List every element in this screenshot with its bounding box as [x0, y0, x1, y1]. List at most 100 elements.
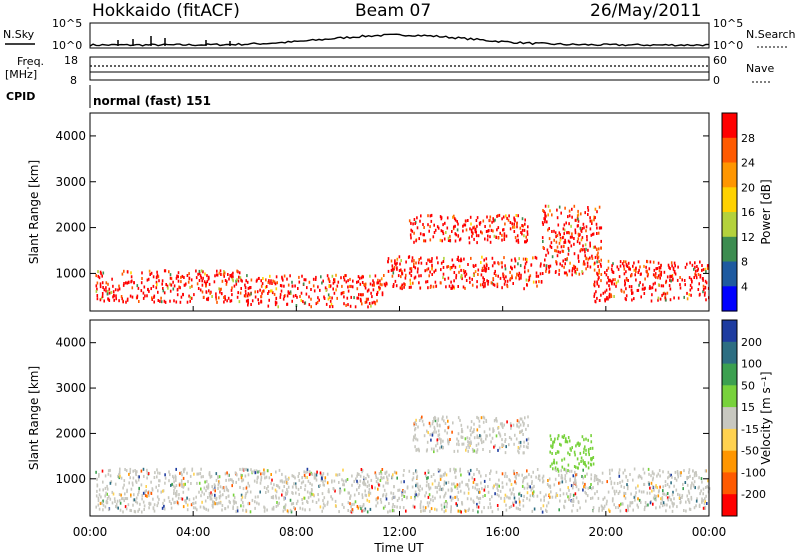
heatmap-cell	[140, 281, 143, 285]
heatmap-cell	[574, 228, 577, 232]
heatmap-cell	[678, 493, 681, 497]
heatmap-cell	[277, 305, 279, 309]
heatmap-cell	[539, 491, 542, 495]
heatmap-cell	[256, 290, 259, 294]
heatmap-cell	[676, 470, 679, 473]
heatmap-cell	[408, 219, 411, 223]
station-title: Hokkaido (fitACF)	[92, 1, 240, 21]
heatmap-cell	[332, 281, 335, 285]
heatmap-cell	[291, 280, 293, 284]
heatmap-cell	[433, 416, 435, 420]
heatmap-cell	[356, 472, 359, 476]
heatmap-cell	[360, 468, 363, 471]
heatmap-cell	[436, 449, 439, 453]
heatmap-cell	[520, 276, 522, 280]
heatmap-cell	[150, 480, 152, 484]
heatmap-cell	[684, 265, 687, 269]
colorbar-segment	[722, 341, 737, 365]
heatmap-cell	[133, 493, 135, 497]
heatmap-cell	[428, 485, 430, 489]
heatmap-cell	[221, 504, 224, 507]
heatmap-cell	[206, 280, 209, 284]
heatmap-cell	[447, 426, 450, 430]
heatmap-cell	[500, 496, 502, 500]
heatmap-cell	[302, 282, 305, 286]
heatmap-cell	[247, 298, 249, 302]
heatmap-cell	[346, 296, 349, 300]
heatmap-cell	[365, 297, 368, 301]
heatmap-cell	[185, 499, 187, 503]
heatmap-cell	[378, 472, 381, 475]
heatmap-cell	[600, 258, 602, 262]
heatmap-cell	[423, 239, 425, 243]
heatmap-cell	[400, 275, 402, 279]
heatmap-cell	[629, 267, 631, 271]
heatmap-cell	[431, 263, 433, 267]
heatmap-cell	[356, 474, 358, 478]
heatmap-cell	[475, 443, 478, 447]
heatmap-cell	[649, 491, 651, 495]
heatmap-cell	[415, 422, 417, 426]
heatmap-cell	[223, 296, 225, 299]
heatmap-cell	[526, 496, 528, 500]
heatmap-cell	[225, 282, 228, 286]
heatmap-cell	[656, 474, 658, 478]
heatmap-cell	[583, 226, 585, 230]
heatmap-cell	[345, 479, 347, 483]
heatmap-cell	[470, 222, 472, 226]
heatmap-cell	[309, 494, 312, 498]
heatmap-cell	[262, 277, 264, 280]
heatmap-cell	[490, 228, 493, 232]
heatmap-cell	[545, 267, 548, 271]
heatmap-cell	[557, 467, 559, 471]
heatmap-cell	[456, 220, 458, 224]
heatmap-cell	[581, 227, 584, 230]
heatmap-cell	[413, 497, 416, 501]
heatmap-cell	[543, 210, 545, 214]
heatmap-cell	[455, 484, 458, 488]
heatmap-cell	[434, 479, 436, 483]
heatmap-cell	[379, 279, 381, 283]
heatmap-cell	[392, 268, 394, 272]
heatmap-cell	[666, 492, 669, 495]
heatmap-cell	[343, 275, 345, 279]
heatmap-cell	[98, 473, 100, 477]
heatmap-cell	[224, 297, 226, 301]
heatmap-cell	[418, 258, 420, 261]
heatmap-cell	[248, 502, 251, 506]
heatmap-cell	[501, 438, 503, 442]
heatmap-cell	[625, 287, 627, 291]
heatmap-cell	[129, 467, 132, 471]
heatmap-cell	[301, 501, 304, 505]
heatmap-cell	[245, 467, 247, 471]
heatmap-cell	[208, 282, 211, 286]
heatmap-cell	[567, 469, 569, 472]
heatmap-cell	[691, 286, 693, 290]
heatmap-cell	[143, 491, 146, 495]
x-tick-label: 20:00	[589, 525, 624, 539]
heatmap-cell	[584, 482, 586, 486]
heatmap-cell	[99, 298, 102, 302]
heatmap-cell	[639, 281, 641, 285]
heatmap-cell	[109, 481, 112, 485]
heatmap-cell	[417, 485, 419, 489]
heatmap-cell	[114, 288, 117, 292]
heatmap-cell	[235, 282, 238, 286]
heatmap-cell	[479, 496, 482, 500]
heatmap-cell	[357, 296, 360, 300]
heatmap-cell	[169, 299, 171, 303]
heatmap-cell	[443, 419, 445, 423]
heatmap-cell	[393, 267, 395, 271]
heatmap-cell	[242, 501, 244, 504]
heatmap-cell	[526, 482, 529, 486]
heatmap-cell	[458, 270, 460, 274]
heatmap-cell	[688, 501, 691, 505]
heatmap-cell	[698, 485, 700, 489]
heatmap-cell	[218, 495, 221, 499]
heatmap-cell	[456, 483, 459, 487]
heatmap-cell	[623, 491, 625, 495]
heatmap-cell	[175, 276, 178, 280]
heatmap-cell	[596, 280, 598, 284]
heatmap-cell	[545, 508, 547, 512]
